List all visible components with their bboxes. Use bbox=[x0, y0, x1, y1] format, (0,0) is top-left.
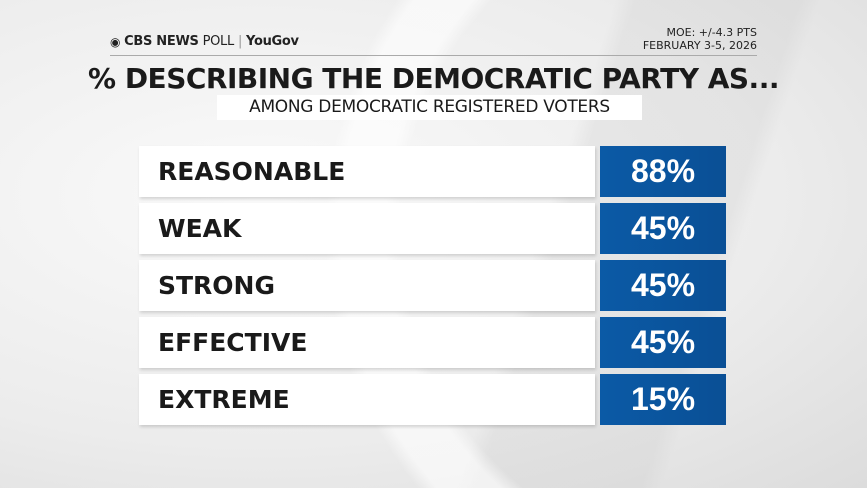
category-label: WEAK bbox=[158, 214, 242, 243]
category-label: EXTREME bbox=[158, 385, 290, 414]
value-box: 15% bbox=[600, 374, 726, 425]
chart-subtitle: AMONG DEMOCRATIC REGISTERED VOTERS bbox=[217, 95, 642, 120]
value-box: 45% bbox=[600, 317, 726, 368]
poll-meta: MOE: +/-4.3 PTS FEBRUARY 3-5, 2026 bbox=[643, 26, 757, 52]
table-row: STRONG 45% bbox=[139, 260, 726, 311]
brand: CBS NEWS bbox=[124, 34, 199, 49]
category-label: STRONG bbox=[158, 271, 276, 300]
category-box: EFFECTIVE bbox=[139, 317, 595, 368]
partner-logo: YouGov bbox=[246, 34, 299, 49]
category-box: REASONABLE bbox=[139, 146, 595, 197]
category-box: STRONG bbox=[139, 260, 595, 311]
table-row: REASONABLE 88% bbox=[139, 146, 726, 197]
category-box: WEAK bbox=[139, 203, 595, 254]
table-row: EFFECTIVE 45% bbox=[139, 317, 726, 368]
poll-label: POLL bbox=[202, 34, 235, 49]
poll-date: FEBRUARY 3-5, 2026 bbox=[642, 39, 757, 52]
chart-title: % DESCRIBING THE DEMOCRATIC PARTY AS... bbox=[88, 62, 779, 95]
table-row: WEAK 45% bbox=[139, 203, 726, 254]
table-row: EXTREME 15% bbox=[139, 374, 726, 425]
category-label: REASONABLE bbox=[158, 157, 346, 186]
value-box: 88% bbox=[600, 146, 726, 197]
value-box: 45% bbox=[600, 260, 726, 311]
cbs-eye-icon: ◉ bbox=[110, 34, 121, 49]
logo-bar: ◉ CBS NEWS POLL | YouGov bbox=[110, 34, 299, 49]
category-box: EXTREME bbox=[139, 374, 595, 425]
divider: | bbox=[237, 34, 243, 49]
margin-of-error: MOE: +/-4.3 PTS bbox=[666, 26, 757, 39]
header-rule bbox=[110, 55, 757, 56]
category-label: EFFECTIVE bbox=[158, 328, 308, 357]
value-box: 45% bbox=[600, 203, 726, 254]
